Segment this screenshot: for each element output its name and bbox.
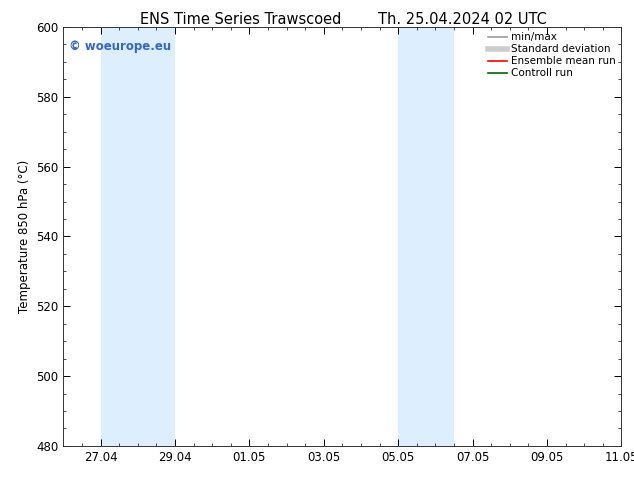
Text: Th. 25.04.2024 02 UTC: Th. 25.04.2024 02 UTC bbox=[378, 12, 547, 27]
Legend: min/max, Standard deviation, Ensemble mean run, Controll run: min/max, Standard deviation, Ensemble me… bbox=[486, 30, 618, 80]
Text: ENS Time Series Trawscoed: ENS Time Series Trawscoed bbox=[140, 12, 342, 27]
Bar bbox=[101, 27, 175, 446]
Y-axis label: Temperature 850 hPa (°C): Temperature 850 hPa (°C) bbox=[18, 160, 30, 313]
Bar bbox=[398, 27, 454, 446]
Text: © woeurope.eu: © woeurope.eu bbox=[69, 40, 171, 52]
